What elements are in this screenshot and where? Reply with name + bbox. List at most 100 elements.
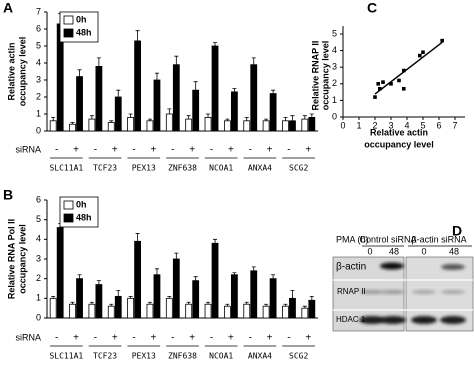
error-bar <box>51 295 56 299</box>
y-tick-label: 1 <box>332 95 337 105</box>
bar <box>250 270 258 319</box>
bar <box>230 274 238 319</box>
legend-label: 0h <box>76 199 87 209</box>
y-tick-label: 2 <box>36 273 41 283</box>
y-tick-label: 2 <box>332 78 337 88</box>
bar <box>127 297 135 319</box>
y-tick-label: 4 <box>332 45 337 55</box>
bar <box>192 280 200 319</box>
bar <box>127 117 135 132</box>
x-tick-label: 0 <box>340 120 345 130</box>
bar <box>88 303 96 319</box>
blot-band <box>360 290 384 294</box>
bar <box>262 120 270 132</box>
legend-swatch <box>63 15 74 25</box>
bar <box>289 120 296 132</box>
legend-swatch <box>63 200 74 210</box>
x-tick-label: + <box>305 333 311 344</box>
error-bar <box>109 120 114 123</box>
error-bar <box>116 89 121 97</box>
group-label: ZNF638 <box>168 352 197 361</box>
x-tick-label: + <box>228 145 234 156</box>
bar <box>308 117 316 132</box>
bar <box>49 297 57 319</box>
bar <box>185 118 193 132</box>
y-tick-label: 3 <box>332 62 337 72</box>
error-bar <box>309 295 314 301</box>
error-bar <box>135 233 140 242</box>
bar <box>243 303 251 319</box>
y-axis-label: Relative RNA Pol II <box>6 219 16 299</box>
error-bar <box>135 30 140 41</box>
group-label: Control siRNA <box>359 234 416 244</box>
y-tick-label: 1 <box>36 293 41 303</box>
bar <box>153 274 161 319</box>
error-bar <box>206 113 211 118</box>
bar <box>146 303 154 319</box>
bar <box>282 305 289 319</box>
error-bar <box>290 290 295 299</box>
group-label: TCF23 <box>93 352 117 361</box>
x-axis-label: occupancy level <box>364 139 434 149</box>
group-label: β-actin siRNA <box>411 234 466 244</box>
error-bar <box>290 115 295 121</box>
x-tick-label: 4 <box>404 120 409 130</box>
x-tick-label: - <box>249 145 252 156</box>
error-bar <box>283 117 288 121</box>
row-label: β-actin <box>336 262 366 273</box>
error-bar <box>96 280 101 285</box>
panel-letter: A <box>3 0 13 16</box>
point <box>376 82 380 86</box>
blot-band <box>441 290 465 294</box>
pma-label: PMA (h) <box>336 234 369 244</box>
error-bar <box>154 268 159 275</box>
y-axis-label: Relative RNAP II <box>310 41 320 111</box>
blot-band <box>380 316 406 324</box>
point <box>402 68 406 73</box>
error-bar <box>271 89 276 94</box>
y-tick-label: 5 <box>332 28 337 38</box>
x-tick-label: + <box>151 333 157 344</box>
blot-band <box>440 316 466 324</box>
error-bar <box>77 69 82 77</box>
error-bar <box>116 290 121 297</box>
bar <box>282 120 289 132</box>
error-bar <box>77 274 82 279</box>
time-label: 48 <box>449 246 459 256</box>
x-tick-label: + <box>267 145 273 156</box>
point <box>397 78 401 83</box>
error-bar <box>225 303 230 307</box>
bar <box>289 297 296 319</box>
error-bar <box>251 57 256 65</box>
legend-label: 48h <box>76 212 92 222</box>
bar <box>192 89 200 132</box>
error-bar <box>96 57 101 67</box>
point <box>440 38 444 43</box>
bar <box>165 297 173 319</box>
y-tick-label: 1 <box>36 108 41 118</box>
bar <box>262 305 270 319</box>
x-tick-label: + <box>73 145 79 156</box>
error-bar <box>283 303 288 307</box>
blot-band <box>359 316 385 324</box>
error-bar <box>213 238 218 244</box>
y-tick-label: 4 <box>36 234 41 244</box>
error-bar <box>193 81 198 91</box>
group-label: PEX13 <box>132 164 156 173</box>
chart-panel: A 0 1 2 3 4 5 6 7 Relative actin occupancy level - +… <box>3 0 318 173</box>
bar <box>76 278 83 319</box>
bar <box>230 91 238 132</box>
y-tick-label: 5 <box>36 214 41 224</box>
error-bar <box>89 301 94 305</box>
error-bar <box>251 266 256 271</box>
error-bar <box>193 276 198 281</box>
bar <box>269 278 277 319</box>
group-label: ANXA4 <box>248 164 272 173</box>
x-tick-label: + <box>228 333 234 344</box>
x-tick-label: + <box>112 145 118 156</box>
bar <box>211 242 219 319</box>
bar <box>107 122 115 132</box>
y-tick-label: 6 <box>36 194 41 204</box>
